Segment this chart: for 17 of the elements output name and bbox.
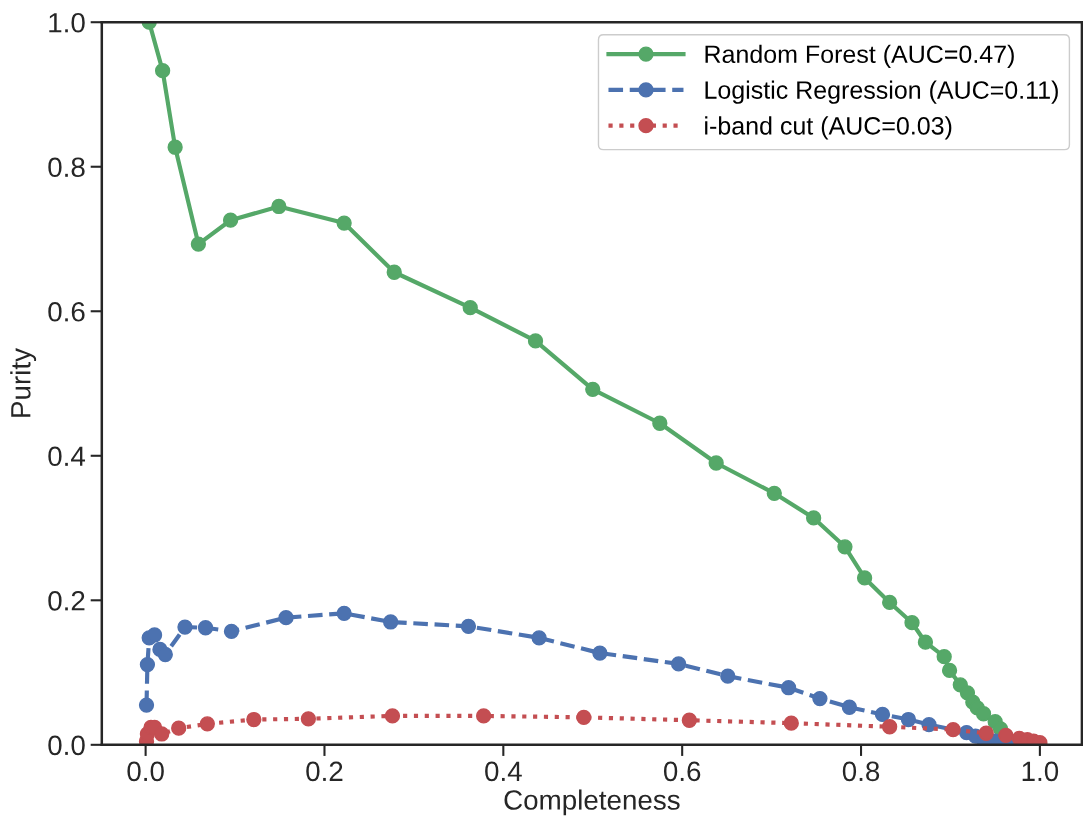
x-tick-label: 1.0: [1022, 761, 1059, 782]
y-axis-title: Purity: [10, 348, 37, 417]
x-tick-label: 0.4: [485, 761, 522, 782]
y-tick-label: 0.0: [48, 735, 85, 756]
y-tick-label: 0.8: [48, 157, 85, 178]
legend-label: i-band cut (AUC=0.03): [705, 116, 952, 140]
legend-label: Logistic Regression (AUC=0.11): [705, 80, 1058, 104]
x-tick-label: 0.8: [842, 761, 880, 782]
y-tick-label: 0.6: [48, 301, 85, 322]
y-tick-label: 0.4: [48, 446, 86, 467]
x-axis-title: Completeness: [504, 789, 680, 816]
x-tick-label: 0.2: [306, 761, 343, 782]
y-tick-label: 1.0: [49, 12, 85, 33]
x-tick-label: 0.0: [127, 761, 164, 782]
legend-label: Random Forest (AUC=0.47): [705, 44, 1014, 69]
y-tick-label: 0.2: [48, 590, 85, 611]
x-tick-label: 0.6: [663, 761, 701, 782]
